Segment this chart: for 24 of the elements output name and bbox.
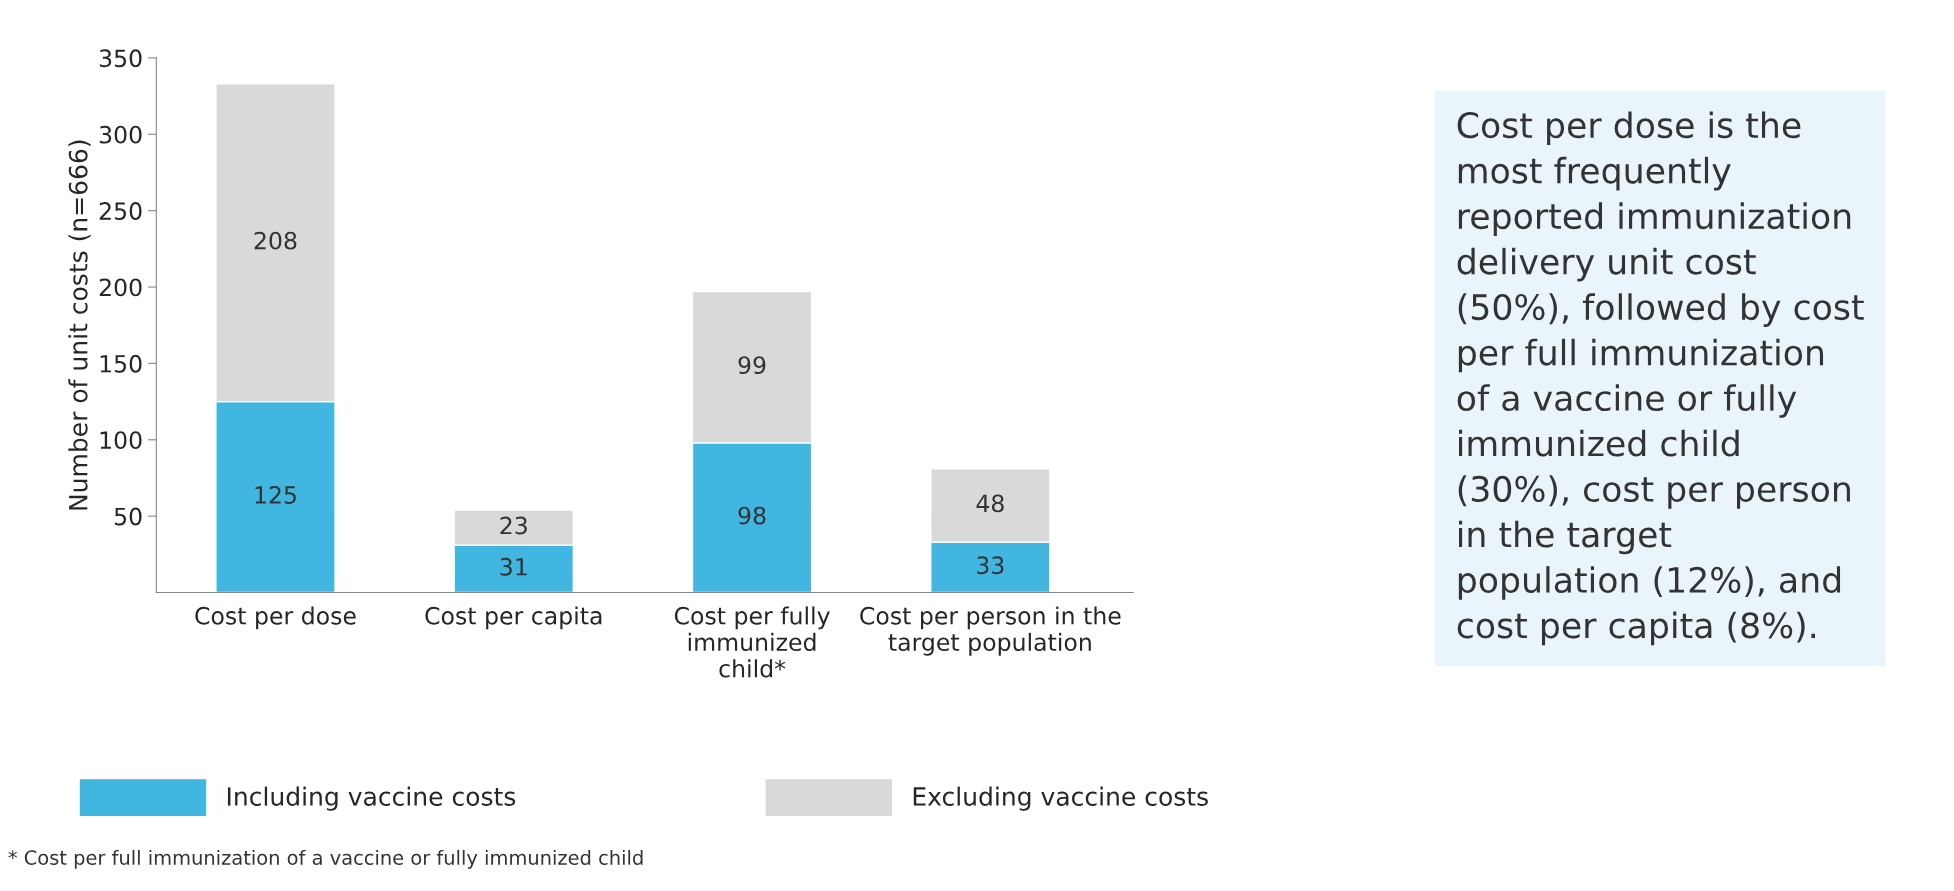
- y-tick-label: 300: [99, 125, 142, 144]
- data-label: 23: [500, 516, 527, 535]
- data-label: 98: [738, 506, 766, 525]
- y-tick-label: 350: [99, 49, 142, 68]
- data-label: 48: [976, 494, 1004, 513]
- y-axis-title: Number of unit costs (n=666): [68, 140, 91, 510]
- text: * Cost per full immunization of a vaccine or fully immunized child: [8, 849, 643, 869]
- y-tick-label: 150: [100, 354, 142, 373]
- data-label: 208: [254, 231, 297, 250]
- data-label: 33: [977, 556, 1004, 575]
- y-tick-label: 50: [114, 507, 142, 526]
- legend-label: Excluding vaccine costs: [913, 786, 1208, 811]
- data-label: 31: [500, 557, 527, 576]
- text: Cost per dose is the most frequently reported immunization delivery unit cost (50%), followed by cost per full immunization of a vaccine or fully immunized child (30%), cost per person in the target population (12%), and cost per capita (8%).: [1457, 111, 1864, 646]
- x-tick-label: Cost per fully immunized child*: [674, 606, 830, 678]
- legend-label: Including vaccine costs: [227, 786, 516, 811]
- y-tick-label: 250: [99, 202, 142, 220]
- x-tick-label: Cost per person in the target population: [860, 606, 1121, 656]
- data-label: 125: [255, 486, 296, 504]
- x-tick-label: Cost per capita: [425, 606, 602, 630]
- y-tick-label: 200: [99, 278, 142, 297]
- x-tick-label: Cost per dose: [195, 606, 356, 630]
- y-tick-label: 100: [100, 431, 142, 450]
- data-label: 99: [738, 356, 766, 375]
